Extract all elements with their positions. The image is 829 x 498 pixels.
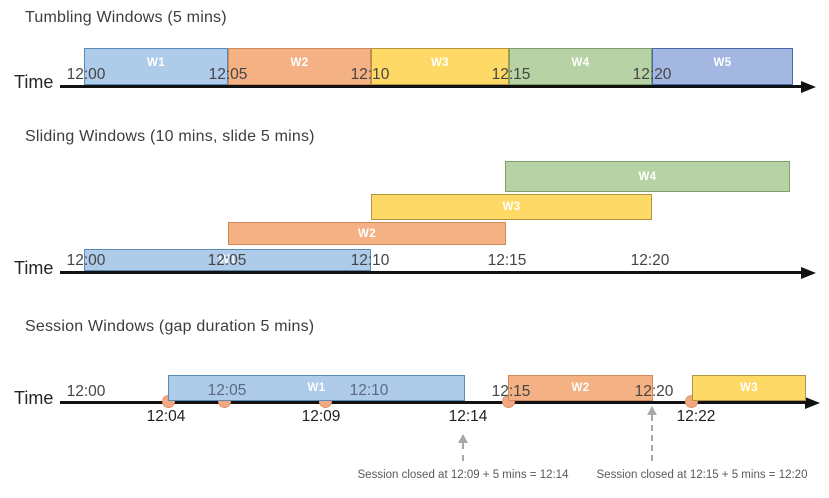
session-window-w2-label: W2 (571, 382, 590, 394)
session-time-axis-label: Time (14, 388, 54, 408)
sliding-tick-1210: 12:10 (350, 252, 390, 269)
session-window-w1: W1 (168, 375, 465, 401)
sliding-window-w3-label: W3 (502, 201, 521, 213)
session-window-w3-label: W3 (739, 382, 759, 394)
sliding-window-w1-label: W1 (218, 254, 237, 266)
event-label-1214: 12:14 (448, 408, 488, 425)
sliding-window-w4: W4 (505, 161, 790, 192)
sliding-tick-1215: 12:15 (487, 252, 527, 269)
session-annotation-2: Session closed at 12:15 + 5 mins = 12:20 (596, 469, 808, 481)
sliding-window-w2-label: W2 (357, 227, 377, 240)
session-tick-1220: 12:20 (634, 383, 674, 400)
tumbling-window-w2: W2 (228, 48, 371, 85)
session-section-title: Session Windows (gap duration 5 mins) (25, 318, 315, 335)
session-close-arrow-1-stem (462, 443, 464, 461)
sliding-tick-1220: 12:20 (630, 252, 670, 269)
event-label-1209: 12:09 (301, 408, 341, 425)
session-window-w1-label: W1 (307, 382, 326, 394)
session-timeline-arrow-icon (805, 396, 820, 409)
sliding-window-w3: W3 (371, 194, 652, 220)
tumbling-window-w3: W3 (371, 48, 509, 85)
tumbling-window-w5: W5 (652, 48, 793, 85)
session-tick-1215: 12:15 (491, 383, 531, 400)
sliding-timeline-arrow-icon (801, 266, 816, 279)
sliding-timeline (60, 271, 802, 274)
sliding-tick-1205: 12:05 (207, 252, 247, 269)
session-window-w2: W2 (508, 375, 653, 401)
tumbling-timeline (60, 85, 802, 88)
tumbling-time-axis-label: Time (14, 72, 54, 92)
tumbling-tick-1210: 12:10 (350, 66, 390, 83)
tumbling-tick-1215: 12:15 (491, 66, 531, 83)
session-tick-1200: 12:00 (66, 383, 106, 400)
tumbling-window-w1-label: W1 (146, 57, 166, 69)
session-w1-inner-tick-1210: 12:10 (349, 382, 389, 399)
session-window-w3: W3 (692, 375, 806, 401)
event-label-1222: 12:22 (676, 408, 716, 425)
session-close-arrow-2-stem (651, 415, 653, 461)
sliding-window-w2: W2 (228, 222, 506, 245)
tumbling-window-w1: W1 (84, 48, 228, 85)
session-close-arrow-2-icon (647, 406, 657, 415)
session-close-arrow-1-icon (458, 434, 468, 443)
tumbling-section-title: Tumbling Windows (5 mins) (25, 9, 227, 26)
sliding-window-w1: W1 (84, 249, 371, 271)
tumbling-timeline-arrow-icon (801, 80, 816, 93)
sliding-tick-1200: 12:00 (66, 252, 106, 269)
tumbling-tick-1205: 12:05 (208, 66, 248, 83)
tumbling-window-w2-label: W2 (290, 57, 309, 69)
event-label-1204: 12:04 (146, 408, 186, 425)
sliding-window-w4-label: W4 (638, 170, 657, 183)
session-timeline (60, 401, 806, 404)
tumbling-window-w4: W4 (509, 48, 652, 85)
tumbling-tick-1220: 12:20 (632, 66, 672, 83)
tumbling-window-w4-label: W4 (571, 57, 590, 69)
tumbling-window-w5-label: W5 (713, 57, 732, 69)
session-annotation-1: Session closed at 12:09 + 5 mins = 12:14 (357, 469, 569, 481)
sliding-time-axis-label: Time (14, 258, 54, 278)
session-w1-inner-tick-1205: 12:05 (207, 382, 247, 399)
sliding-section-title: Sliding Windows (10 mins, slide 5 mins) (25, 128, 315, 145)
tumbling-window-w3-label: W3 (430, 57, 450, 69)
tumbling-tick-1200: 12:00 (66, 66, 106, 83)
